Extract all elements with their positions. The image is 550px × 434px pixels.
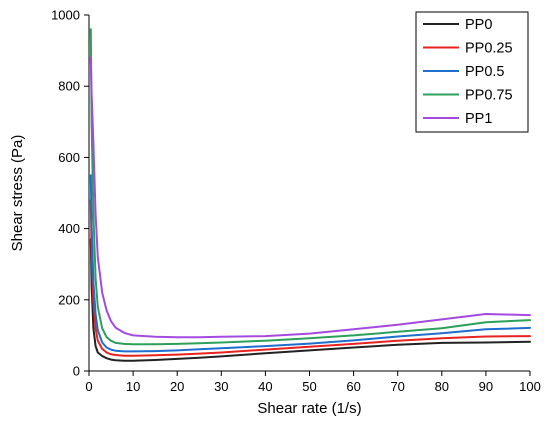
y-tick-label: 1000 [51,8,80,23]
x-tick-label: 30 [214,379,228,394]
y-axis-ticks: 0 200 400 600 800 1000 [51,8,89,379]
y-tick-label: 800 [58,79,80,94]
x-tick-label: 70 [390,379,404,394]
legend-label: PP0.75 [465,88,513,104]
series-line-pp0 [89,238,531,362]
x-tick-label: 60 [346,379,360,394]
legend-label: PP0 [465,17,492,33]
series-line-pp0-75 [89,28,531,346]
x-axis-title: Shear rate (1/s) [257,400,361,417]
legend-label: PP0.5 [465,64,505,80]
x-tick-label: 40 [258,379,272,394]
series-line-pp0-25 [89,199,531,357]
x-tick-label: 0 [85,379,92,394]
series-line-pp1 [89,56,531,339]
x-tick-label: 20 [170,379,184,394]
y-tick-label: 400 [58,221,80,236]
x-tick-label: 50 [302,379,316,394]
x-tick-label: 10 [126,379,140,394]
legend-label: PP1 [465,111,492,127]
y-tick-label: 600 [58,150,80,165]
y-axis-title: Shear stress (Pa) [9,135,26,252]
x-tick-label: 90 [479,379,493,394]
y-tick-label: 0 [73,364,80,379]
x-tick-label: 100 [519,379,541,394]
legend-label: PP0.25 [465,41,513,57]
x-axis-ticks: 0 10 20 30 40 50 60 70 80 90 100 [85,371,541,394]
series-line-pp0-5 [89,174,531,353]
series-lines [89,28,531,362]
x-tick-label: 80 [435,379,449,394]
y-tick-label: 200 [58,292,80,307]
legend: PP0 PP0.25 PP0.5 PP0.75 PP1 [415,11,529,133]
